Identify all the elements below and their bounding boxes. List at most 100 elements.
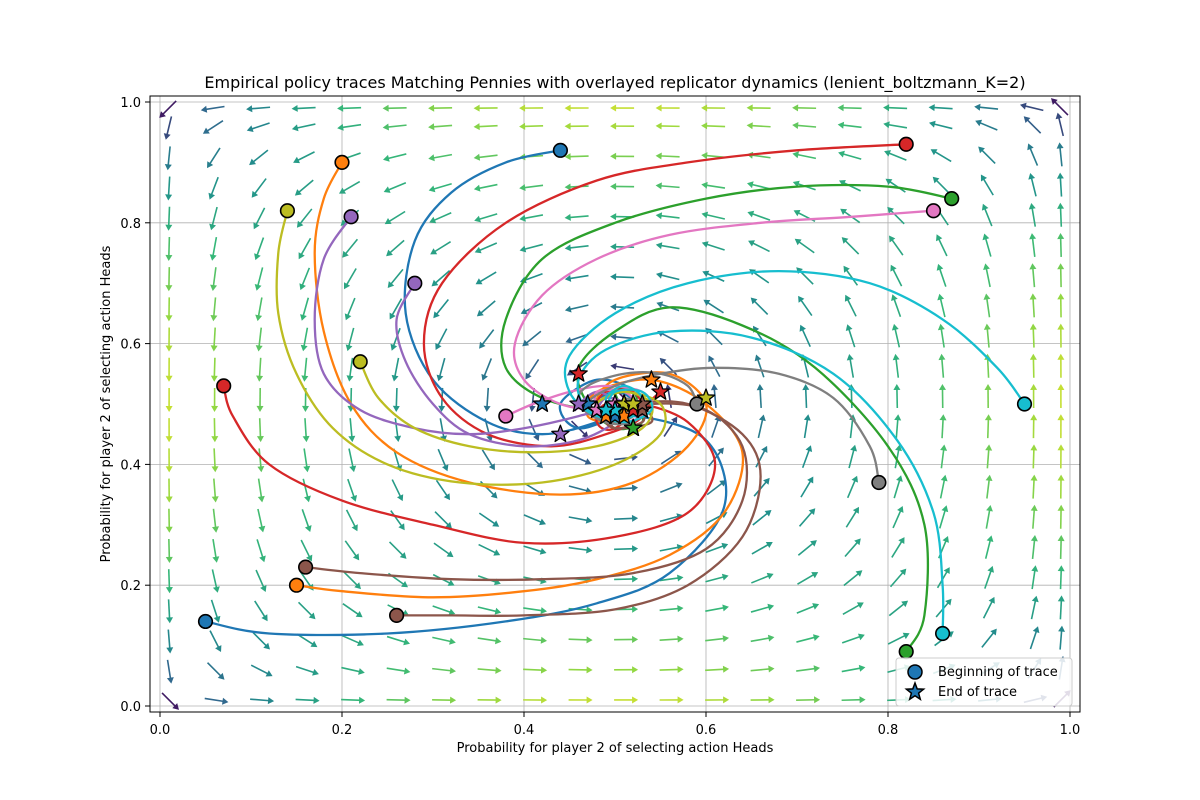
vector-arrow [801,328,811,347]
vector-arrow-head [610,363,617,370]
vector-arrow-head [748,240,755,247]
vector-arrow [434,269,451,285]
vector-arrow [483,358,493,378]
vector-arrow-head [428,154,435,162]
vector-arrow-head [891,294,898,301]
vector-arrow [799,298,813,317]
vector-arrow-head [359,696,366,704]
vector-arrow-head [211,466,219,473]
vector-arrow-head [294,189,302,196]
vector-arrow-head [840,208,848,215]
vector-arrow-head [540,666,548,674]
vector-arrow-head [940,444,948,451]
vector-arrow [302,297,310,318]
vector-arrow-head [541,696,548,704]
vector-arrow-head [256,375,264,382]
vector-arrow [256,267,264,288]
vector-arrow-head [564,275,572,282]
vector-arrow [843,572,860,587]
vector-arrow [257,508,264,529]
vector-arrow [756,358,765,378]
vector-arrow-head [722,604,729,612]
vector-arrow-head [610,303,617,311]
vector-arrow-head [392,405,400,412]
vector-arrow [706,301,724,314]
vector-arrow-head [978,146,985,154]
vector-arrow-head [858,664,866,672]
vector-arrow [296,151,315,162]
vector-arrow [802,357,810,378]
vector-arrow [845,268,859,286]
vector-arrow [523,184,544,189]
vector-arrow [481,449,494,468]
vector-arrow [524,482,543,495]
vector-arrow-head [793,210,801,217]
vector-arrow [842,181,861,192]
vector-arrow [659,668,680,671]
vector-arrow [797,573,816,585]
vector-arrow-head [810,540,817,547]
trace-start-marker [898,136,914,152]
legend-start-marker [907,664,923,680]
legend-box [895,657,1073,707]
vector-arrow-head [165,254,173,261]
vector-arrow-head [165,194,173,201]
vector-arrow [295,698,316,702]
vector-arrow [614,275,635,279]
vector-arrow-head [892,353,900,361]
vector-arrow [168,538,171,559]
y-tick-label: 0.8 [120,217,141,232]
vector-arrow [711,418,720,438]
vector-arrow-head [1057,595,1065,602]
plot-frame [149,95,1081,713]
vector-arrow [800,479,812,498]
trace-start-marker [498,408,514,424]
vector-arrow-head [404,696,411,704]
vector-arrow-head [988,596,995,604]
vector-arrow [894,327,901,348]
vector-arrow-head [433,311,440,319]
vector-arrow-head [851,475,858,483]
vector-arrow-head [302,435,310,443]
trace-line-blue [204,378,728,637]
vector-arrow [168,236,171,257]
vector-arrow-head [701,241,709,248]
vector-arrow-head [845,324,853,331]
vector-arrow-head [1057,565,1065,572]
vector-arrow [258,448,262,469]
vector-arrow [212,236,218,257]
vector-arrow [750,212,771,221]
vector-arrow-head [473,104,480,112]
trace-start-marker [298,559,314,575]
vector-arrow [523,545,543,553]
vector-arrow-head [610,333,617,341]
vector-arrow [841,635,862,644]
trace-end-marker [551,424,570,443]
vector-arrow-head [350,495,357,502]
vector-arrow [297,601,314,617]
vector-arrow-head [1030,535,1038,542]
vector-arrow-head [1029,353,1037,360]
vector-arrow [486,387,490,408]
vector-arrow-head [943,567,950,574]
vector-arrow [660,484,680,494]
vector-arrow [660,452,679,465]
vector-arrow [659,638,680,641]
vector-arrow-head [939,414,947,421]
vector-arrow [1059,599,1063,620]
trace-end-marker [696,388,716,406]
vector-arrow-head [747,210,755,218]
vector-arrow [986,357,990,378]
vector-arrow-head [430,248,438,255]
vector-arrow-head [1032,626,1040,634]
vector-arrow-head [985,444,993,451]
vector-arrow-head [1031,565,1039,572]
vector-arrow [255,569,265,589]
vector-arrow-head [984,414,992,421]
vector-arrow-head [655,182,662,190]
vector-arrow-head [210,315,218,322]
vector-arrow [938,267,947,287]
vector-arrow-head [854,538,861,546]
vector-arrow [432,124,453,128]
trace-line-brown [395,400,762,617]
